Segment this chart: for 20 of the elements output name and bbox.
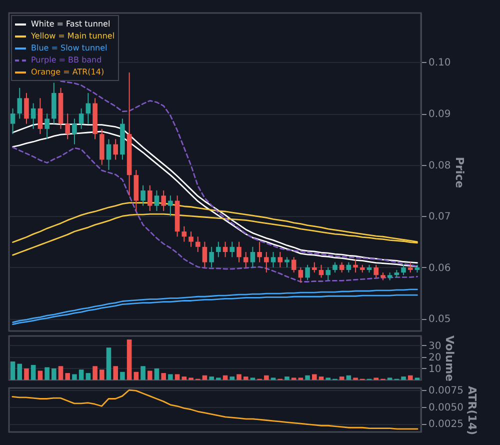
legend-label: White = Fast tunnel (31, 20, 110, 28)
y-tick-label: 10 (428, 364, 442, 375)
y-tick-label: 0.0025 (428, 419, 464, 430)
y-tick-label: 0.08 (428, 160, 451, 172)
y-tick-label: 0.10 (428, 58, 451, 69)
y-tick-label: 0.09 (428, 109, 451, 120)
y-tick-label: 0.05 (428, 314, 451, 326)
y-tick-label: 0.06 (428, 262, 451, 274)
y-axis-title: Price (452, 156, 466, 188)
y-axis-title: ATR(14) (465, 386, 478, 435)
y-axis-title: Volume (443, 336, 456, 382)
legend-label: Blue = Slow tunnel (31, 44, 108, 52)
y-tick-label: 30 (428, 340, 442, 352)
legend-label: Purple = BB band (31, 56, 102, 64)
legend-label: Orange = ATR(14) (31, 68, 104, 76)
y-tick-label: 0.0050 (428, 402, 464, 414)
y-tick-label: 0.0075 (428, 386, 464, 397)
y-tick-label: 0.07 (428, 212, 451, 223)
legend-label: Yellow = Main tunnel (30, 32, 115, 40)
y-tick-label: 20 (428, 352, 442, 364)
